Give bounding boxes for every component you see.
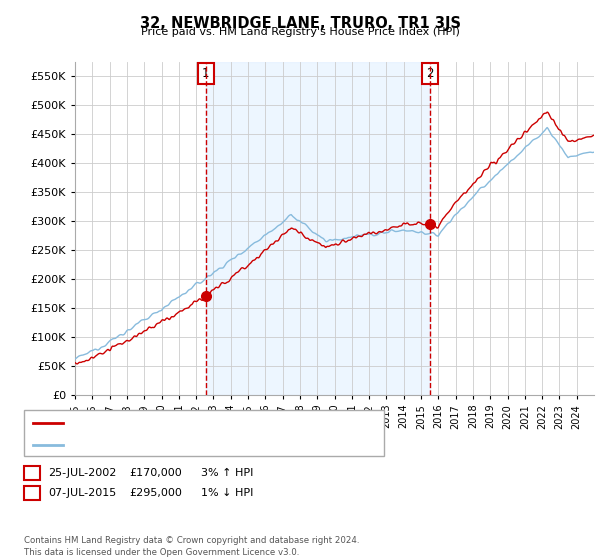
Text: 1: 1	[28, 466, 36, 480]
Text: HPI: Average price, detached house, Cornwall: HPI: Average price, detached house, Corn…	[69, 440, 307, 450]
Text: 32, NEWBRIDGE LANE, TRURO, TR1 3JS (detached house): 32, NEWBRIDGE LANE, TRURO, TR1 3JS (deta…	[69, 418, 368, 428]
Text: 25-JUL-2002: 25-JUL-2002	[48, 468, 116, 478]
Text: 1% ↓ HPI: 1% ↓ HPI	[201, 488, 253, 498]
Text: 1: 1	[202, 67, 209, 80]
Text: Price paid vs. HM Land Registry's House Price Index (HPI): Price paid vs. HM Land Registry's House …	[140, 27, 460, 37]
Text: 32, NEWBRIDGE LANE, TRURO, TR1 3JS: 32, NEWBRIDGE LANE, TRURO, TR1 3JS	[139, 16, 461, 31]
Bar	[206, 62, 430, 395]
Text: 3% ↑ HPI: 3% ↑ HPI	[201, 468, 253, 478]
Text: 2: 2	[426, 67, 434, 80]
Text: £170,000: £170,000	[129, 468, 182, 478]
Text: 2: 2	[28, 486, 36, 500]
Text: 07-JUL-2015: 07-JUL-2015	[48, 488, 116, 498]
Text: Contains HM Land Registry data © Crown copyright and database right 2024.
This d: Contains HM Land Registry data © Crown c…	[24, 536, 359, 557]
Text: £295,000: £295,000	[129, 488, 182, 498]
